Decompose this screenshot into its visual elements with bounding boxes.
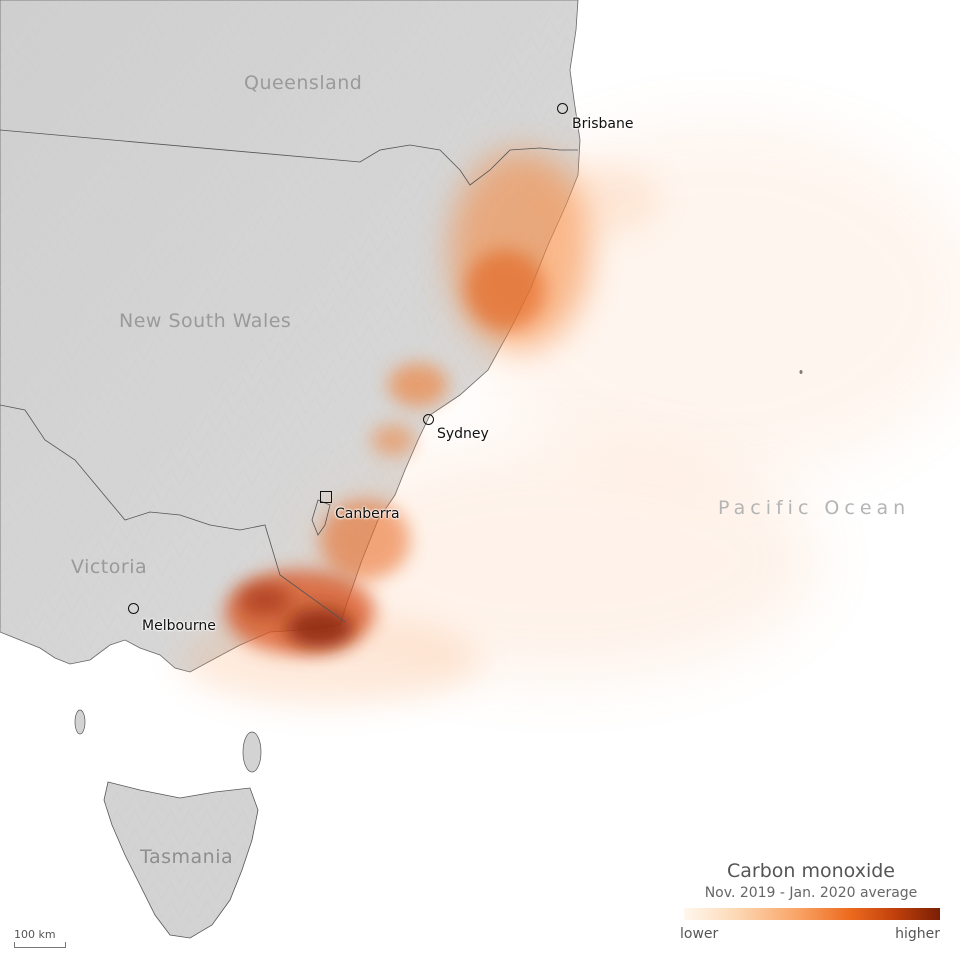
city-label-brisbane: Brisbane [572, 116, 634, 132]
legend-high-label: higher [895, 926, 940, 942]
king-island [74, 709, 86, 735]
city-marker-brisbane [557, 103, 568, 114]
scale-bar: 100 km [14, 928, 66, 948]
legend-subtitle: Nov. 2019 - Jan. 2020 average [704, 885, 918, 901]
scale-bar-label: 100 km [14, 928, 56, 941]
scale-bar-graphic [14, 942, 66, 948]
ocean-label-pacific: Pacific Ocean [718, 497, 911, 519]
city-label-melbourne: Melbourne [142, 618, 216, 634]
legend-low-label: lower [680, 926, 719, 942]
carbon-monoxide-plume [180, 120, 960, 705]
city-label-sydney: Sydney [437, 426, 489, 442]
region-label-tasmania: Tasmania [140, 846, 234, 868]
qld-nsw-border [0, 129, 578, 186]
legend-title: Carbon monoxide [727, 860, 895, 882]
city-marker-canberra [320, 491, 332, 503]
legend-color-ramp [684, 908, 940, 920]
region-label-victoria: Victoria [71, 556, 148, 578]
act-border [311, 499, 331, 536]
nsw-vic-border [0, 404, 346, 623]
region-label-new-south-wales: New South Wales [119, 310, 292, 332]
flinders-island [242, 731, 262, 773]
legend: Carbon monoxide Nov. 2019 - Jan. 2020 av… [680, 860, 942, 942]
city-marker-melbourne [128, 603, 139, 614]
city-marker-sydney [423, 414, 434, 425]
city-label-canberra: Canberra [335, 506, 400, 522]
region-label-queensland: Queensland [244, 72, 363, 94]
